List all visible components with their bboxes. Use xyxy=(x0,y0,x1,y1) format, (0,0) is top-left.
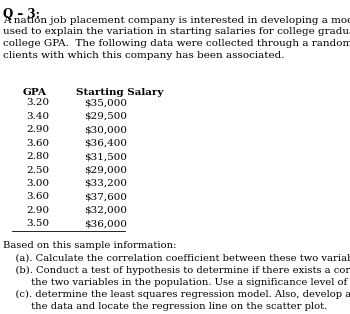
Text: A nation job placement company is interested in developing a model that might be: A nation job placement company is intere… xyxy=(3,16,350,60)
Text: 2.50: 2.50 xyxy=(26,165,49,175)
Text: 3.60: 3.60 xyxy=(26,139,49,148)
Text: Q – 3:: Q – 3: xyxy=(3,8,40,21)
Text: GPA: GPA xyxy=(23,88,47,97)
Text: 2.90: 2.90 xyxy=(26,206,49,215)
Text: 3.20: 3.20 xyxy=(26,98,49,107)
Text: $29,000: $29,000 xyxy=(85,165,128,175)
Text: 3.40: 3.40 xyxy=(26,112,49,121)
Text: $36,400: $36,400 xyxy=(85,139,128,148)
Text: $33,200: $33,200 xyxy=(85,179,128,188)
Text: $29,500: $29,500 xyxy=(85,112,128,121)
Text: $32,000: $32,000 xyxy=(85,206,128,215)
Text: $30,000: $30,000 xyxy=(85,125,128,134)
Text: $35,000: $35,000 xyxy=(85,98,128,107)
Text: $31,500: $31,500 xyxy=(85,152,128,161)
Text: $37,600: $37,600 xyxy=(85,192,128,202)
Text: 2.80: 2.80 xyxy=(26,152,49,161)
Text: Starting Salary: Starting Salary xyxy=(76,88,163,97)
Text: $36,000: $36,000 xyxy=(85,219,128,228)
Text: 3.50: 3.50 xyxy=(26,219,49,228)
Text: 2.90: 2.90 xyxy=(26,125,49,134)
Text: Based on this sample information:
    (a). Calculate the correlation coefficient: Based on this sample information: (a). C… xyxy=(3,241,350,311)
Text: 3.60: 3.60 xyxy=(26,192,49,202)
Text: 3.00: 3.00 xyxy=(26,179,49,188)
